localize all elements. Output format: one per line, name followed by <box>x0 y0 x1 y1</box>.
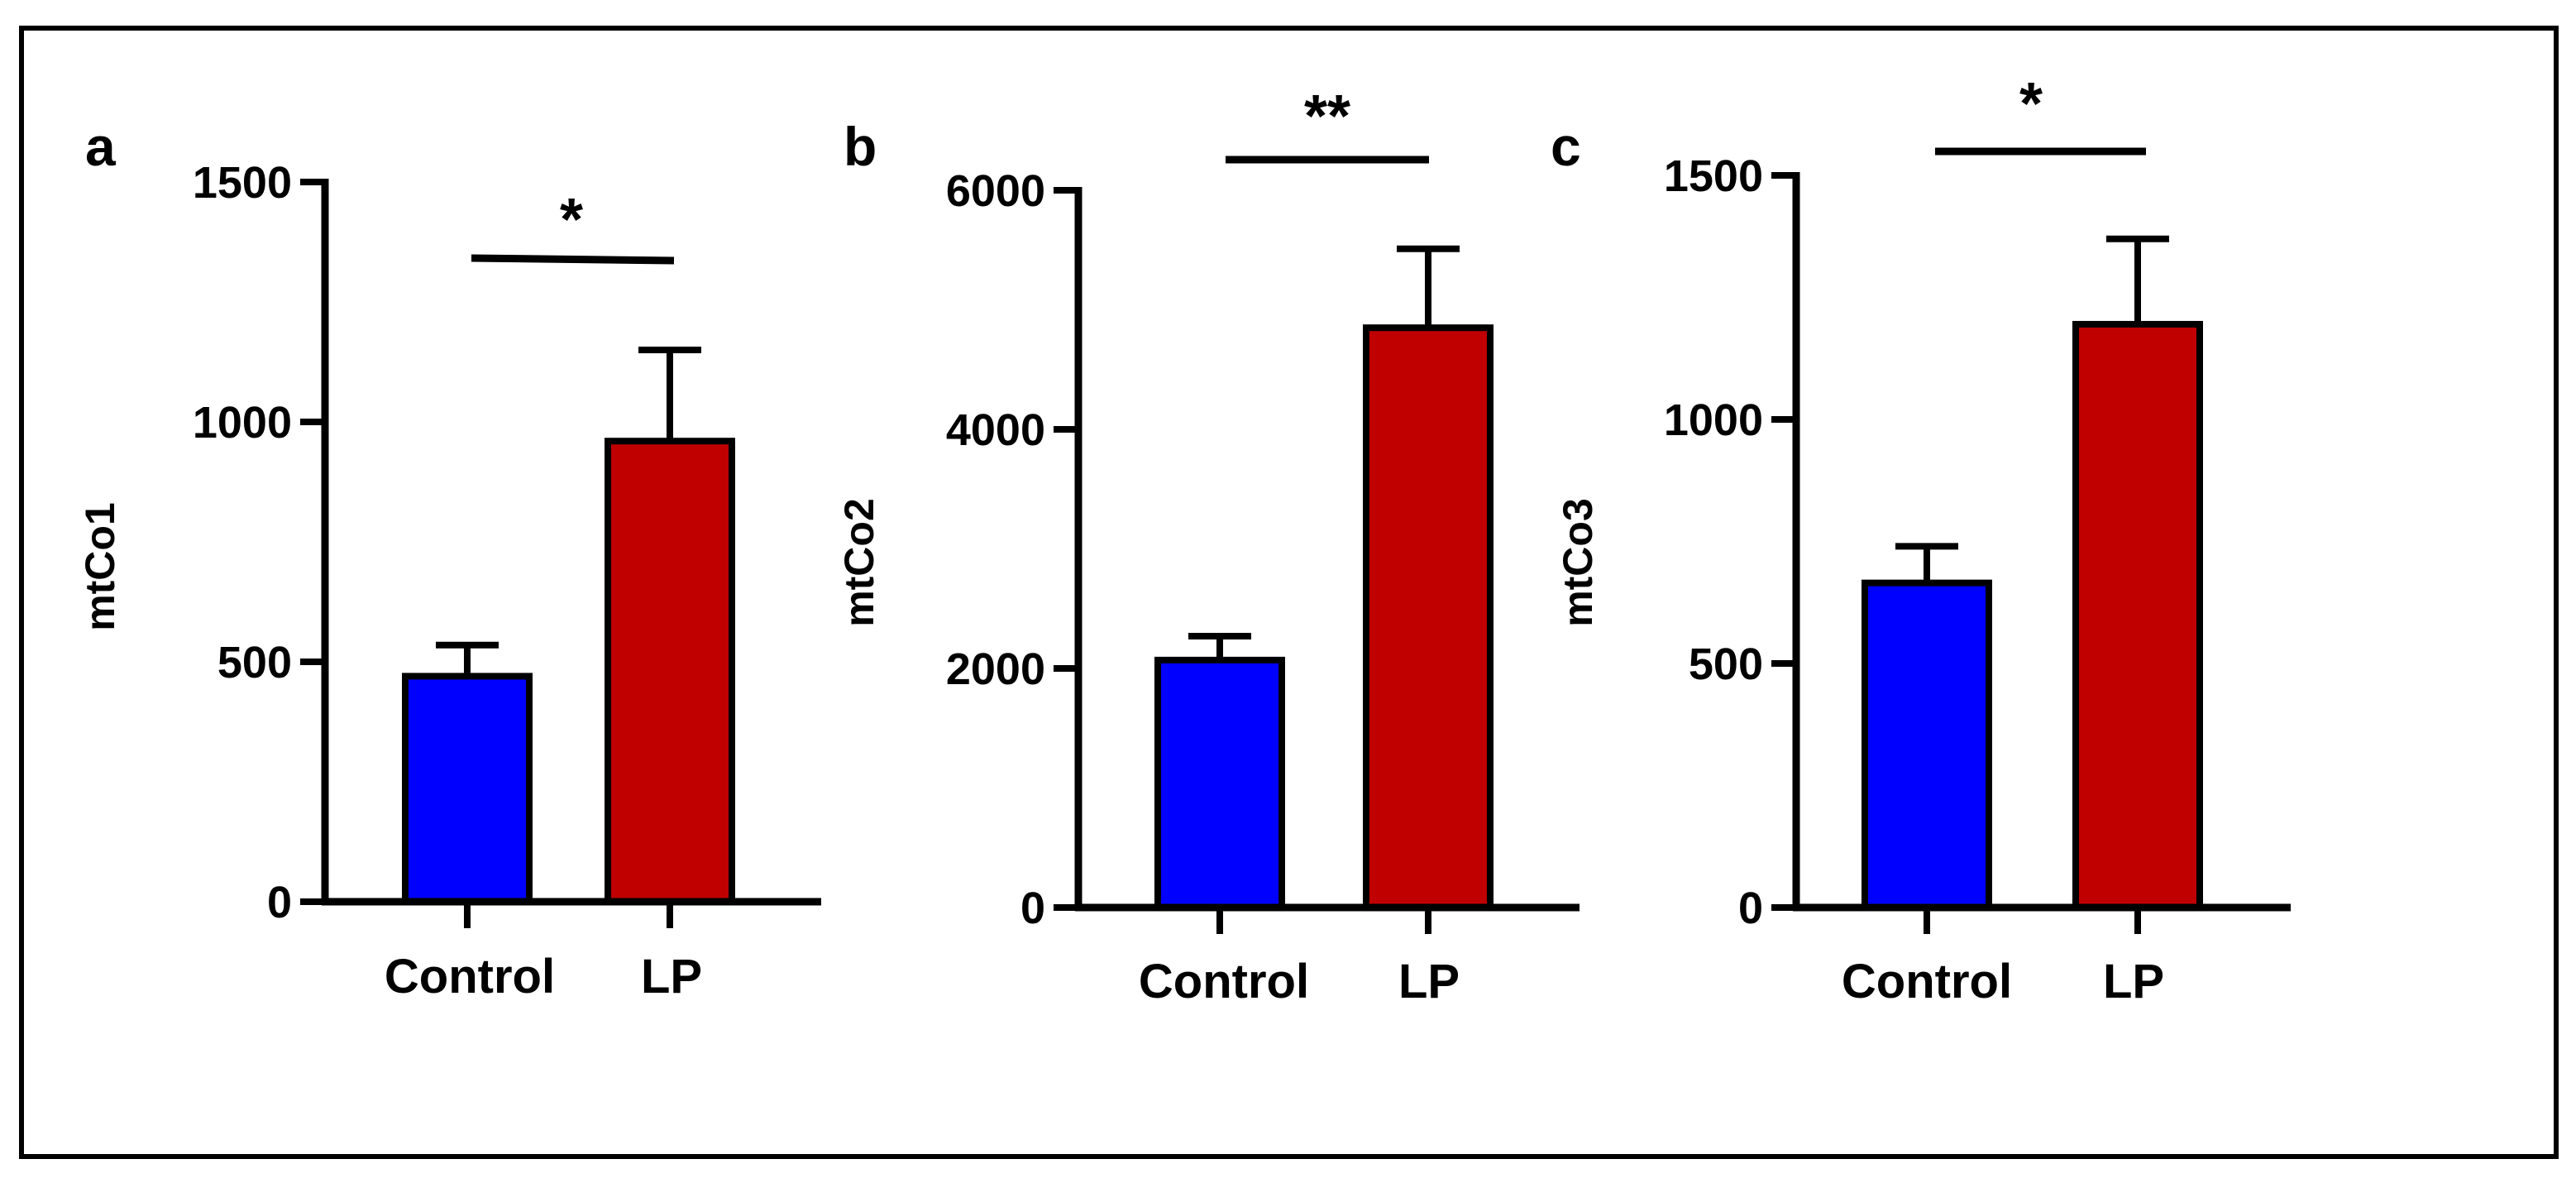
significance: ** <box>1226 84 1429 164</box>
significance-marker: * <box>560 187 583 253</box>
y-tick-label: 6000 <box>946 166 1045 216</box>
bars <box>1154 324 1494 911</box>
x-tick-label-control: Control <box>385 950 555 1003</box>
figure-border <box>19 26 2559 1159</box>
bar-lp <box>1363 324 1494 911</box>
bar-control <box>1154 656 1285 911</box>
y-tick-label: 0 <box>1738 884 1763 933</box>
y-tick-label: 4000 <box>946 405 1045 455</box>
x-tick-label-control: Control <box>1842 955 2012 1008</box>
y-tick-label: 500 <box>1689 639 1763 689</box>
significance-marker: ** <box>1304 84 1350 150</box>
y-ticks: 0 500 1000 1500 <box>193 158 325 927</box>
bar-lp <box>2072 320 2203 911</box>
y-tick-label: 0 <box>267 878 292 927</box>
significance-line <box>471 254 675 265</box>
bar-control <box>402 673 533 906</box>
x-tick-label-lp: LP <box>641 950 702 1003</box>
x-tick-label-control: Control <box>1139 955 1309 1008</box>
panel-b: b mtCo2 0 2000 4000 6000 Control LP ** <box>836 84 1580 1008</box>
panel-label: b <box>844 116 877 177</box>
panel-a: a mtCo1 0 500 1000 1500 Control LP * <box>77 116 821 1003</box>
panel-c: c mtCo3 0 500 1000 1500 Control LP * <box>1551 71 2291 1008</box>
x-tick-label-lp: LP <box>1398 955 1460 1008</box>
error-bars <box>436 347 701 677</box>
x-tick-label-lp: LP <box>2103 955 2164 1008</box>
significance-marker: * <box>2019 71 2043 137</box>
y-tick-label: 0 <box>1020 884 1045 933</box>
panel-label: a <box>85 116 117 177</box>
significance: * <box>1935 71 2146 156</box>
bar-lp <box>605 438 735 905</box>
y-tick-label: 1000 <box>193 398 292 448</box>
y-ticks: 0 500 1000 1500 <box>1664 151 1796 933</box>
y-axis-label: mtCo1 <box>77 502 123 631</box>
y-axis-label: mtCo3 <box>1555 498 1601 627</box>
x-ticks <box>1216 908 1431 934</box>
panel-label: c <box>1551 116 1581 177</box>
x-ticks <box>464 902 673 928</box>
error-bars <box>1895 235 2169 583</box>
axes <box>1074 187 1580 912</box>
y-axis-label: mtCo2 <box>836 498 882 627</box>
y-tick-label: 1000 <box>1664 395 1763 445</box>
x-ticks <box>1924 908 2141 934</box>
y-tick-label: 500 <box>217 638 292 687</box>
bar-control <box>1862 579 1992 912</box>
bars <box>402 438 735 906</box>
y-tick-label: 1500 <box>1664 151 1763 201</box>
axes <box>1792 172 2291 912</box>
error-bars <box>1188 245 1460 660</box>
y-tick-label: 1500 <box>193 158 292 208</box>
bars <box>1862 320 2203 912</box>
y-ticks: 0 2000 4000 6000 <box>946 166 1078 933</box>
y-tick-label: 2000 <box>946 644 1045 694</box>
significance: * <box>471 187 675 265</box>
axes <box>321 179 821 906</box>
